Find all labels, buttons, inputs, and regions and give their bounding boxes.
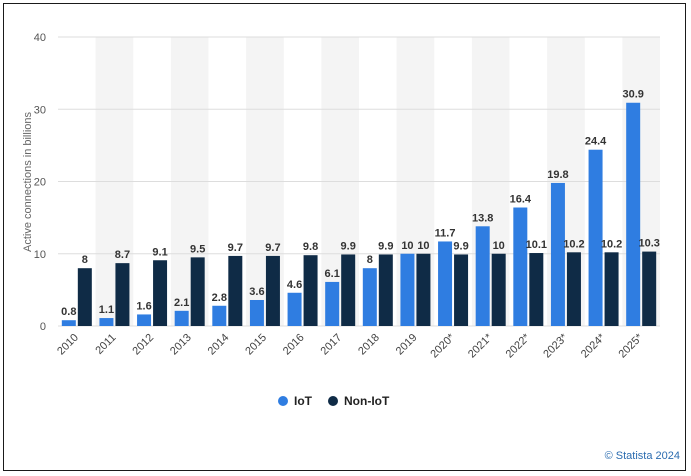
y-tick-label: 40	[34, 32, 46, 44]
x-tick-label: 2015	[243, 332, 269, 358]
y-axis-label: Active connections in billions	[22, 111, 34, 252]
x-tick-label: 2010	[55, 332, 81, 358]
y-tick-label: 0	[40, 321, 46, 333]
x-axis-ticks: 2010 2011 2012 2013 2014 2015 2016 2017 2018 2019…	[55, 331, 646, 360]
data-labels: 0.8 8 1.1 8.7 1.6 9.1 2.1 9.5 2.8 9.7 3.6 9.7 4.6 9.8…	[61, 89, 660, 318]
legend-marker-iot	[278, 396, 288, 406]
data-label: 30.9	[622, 89, 643, 101]
data-label: 10	[493, 240, 505, 252]
data-label: 8	[367, 254, 373, 266]
data-label: 9.9	[453, 240, 468, 252]
bar-iot	[588, 149, 603, 326]
data-label: 16.4	[510, 194, 532, 206]
data-label: 9.7	[228, 242, 243, 254]
x-tick-label: 2018	[356, 332, 382, 358]
bar-iot	[287, 292, 302, 326]
bar-iot	[626, 102, 641, 326]
legend-marker-non-iot	[328, 396, 338, 406]
data-label: 13.8	[472, 212, 493, 224]
y-tick-label: 10	[34, 249, 46, 261]
x-tick-label: 2019	[394, 332, 420, 358]
bar-iot	[137, 314, 152, 326]
data-label: 10.2	[601, 238, 622, 250]
data-label: 0.8	[61, 306, 76, 318]
x-tick-label: 2011	[93, 332, 118, 357]
bar-iot	[61, 320, 76, 326]
data-label: 3.6	[249, 286, 264, 298]
bar-non-iot	[265, 255, 280, 326]
bar-iot	[438, 241, 453, 326]
data-label: 10.1	[526, 239, 547, 251]
data-label: 19.8	[547, 169, 568, 181]
x-tick-label: 2014	[206, 332, 232, 358]
data-label: 10.3	[638, 238, 659, 250]
bar-non-iot	[115, 263, 130, 326]
legend-label-non-iot[interactable]: Non-IoT	[344, 394, 390, 408]
data-label: 9.5	[190, 243, 205, 255]
credit: © Statista 2024	[605, 450, 680, 462]
data-label: 1.6	[136, 300, 151, 312]
bar-iot	[400, 253, 415, 326]
y-tick-label: 20	[34, 177, 46, 189]
data-label: 2.8	[212, 292, 227, 304]
data-label: 9.9	[378, 240, 393, 252]
bar-non-iot	[228, 255, 243, 326]
bar-non-iot	[604, 252, 619, 326]
x-tick-label: 2012	[130, 332, 156, 358]
data-label: 9.1	[152, 246, 167, 258]
bar-non-iot	[303, 255, 318, 326]
data-label: 11.7	[435, 227, 456, 239]
data-label: 9.8	[303, 241, 318, 253]
x-tick-label: 2021*	[466, 331, 495, 360]
data-label: 1.1	[99, 304, 114, 316]
data-label: 10.2	[563, 238, 584, 250]
x-tick-label: 2017	[319, 332, 345, 358]
data-label: 9.9	[341, 240, 356, 252]
bar-non-iot	[378, 254, 393, 326]
data-label: 8.7	[115, 249, 130, 261]
bar-iot	[362, 268, 377, 326]
bar-iot	[550, 182, 565, 326]
x-tick-label: 2020*	[428, 331, 457, 360]
bar-iot	[325, 281, 340, 326]
bar-non-iot	[190, 257, 205, 326]
x-tick-label: 2013	[168, 332, 194, 358]
bar-non-iot	[416, 253, 431, 326]
bar-non-iot	[454, 254, 469, 326]
bar-non-iot	[529, 253, 544, 326]
data-label: 8	[82, 254, 88, 266]
y-tick-label: 30	[34, 104, 46, 116]
data-label: 24.4	[585, 136, 607, 148]
data-label: 6.1	[325, 268, 340, 280]
bars	[61, 102, 657, 326]
x-tick-label: 2025*	[616, 331, 645, 360]
x-tick-label: 2022*	[504, 331, 533, 360]
data-label: 10	[401, 240, 413, 252]
data-label: 4.6	[287, 279, 302, 291]
legend-label-iot[interactable]: IoT	[294, 394, 313, 408]
bar-iot	[513, 207, 528, 326]
bar-iot	[249, 299, 264, 326]
bar-non-iot	[566, 252, 581, 326]
bar-non-iot	[341, 254, 356, 326]
legend: IoT Non-IoT	[278, 394, 390, 408]
bar-iot	[174, 310, 189, 326]
bar-non-iot	[153, 260, 168, 326]
x-tick-label: 2016	[281, 332, 307, 358]
data-label: 9.7	[265, 242, 280, 254]
data-label: 10	[417, 240, 429, 252]
bar-iot	[212, 305, 227, 326]
x-tick-label: 2024*	[579, 331, 608, 360]
data-label: 2.1	[174, 297, 189, 309]
bar-iot	[475, 226, 490, 326]
y-axis-ticks: 0 10 20 30 40	[34, 32, 46, 333]
bar-non-iot	[642, 251, 657, 326]
x-tick-label: 2023*	[541, 331, 570, 360]
bar-non-iot	[491, 253, 506, 326]
bar-iot	[99, 318, 114, 326]
bar-non-iot	[77, 268, 92, 326]
